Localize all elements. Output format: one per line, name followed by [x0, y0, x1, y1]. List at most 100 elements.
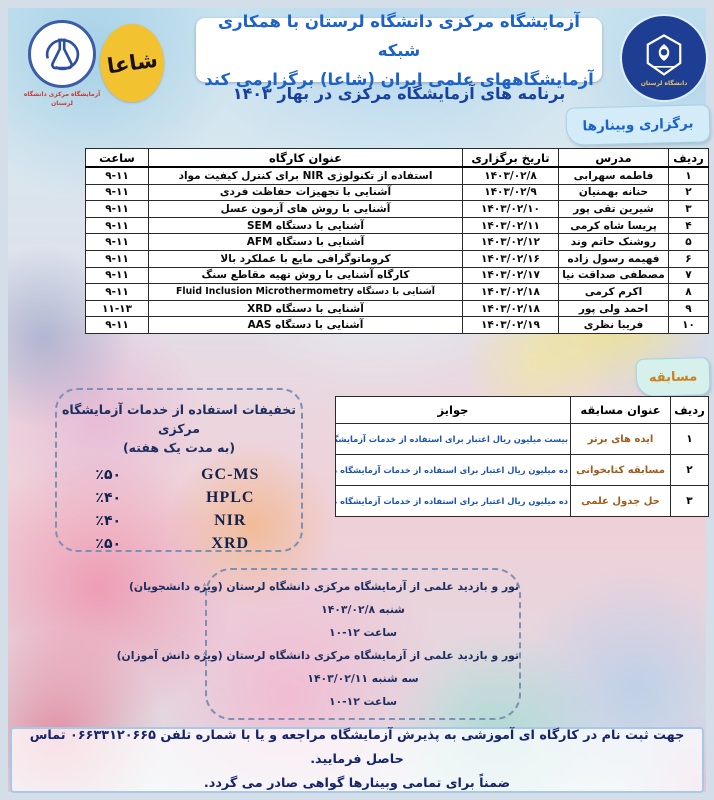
university-logo: دانشگاه لرستان — [622, 16, 706, 100]
webinar-instructor: فاطمه سهرابی — [558, 166, 669, 185]
webinar-row: ۲ حنانه بهمنیان ۱۴۰۳/۰۲/۹ آشنایی با تجهیزات… — [85, 183, 709, 202]
discounts-title-line-1: تخفیفات استفاده از خدمات آزمایشگاه مرکزی — [62, 402, 296, 436]
webinar-title: آشنایی با دستگاه AFM — [148, 233, 463, 251]
webinar-title: آشنایی با دستگاه SEM — [148, 216, 463, 235]
webinar-instructor: حنانه بهمنیان — [558, 183, 669, 202]
webinar-time: ۹-۱۱ — [85, 166, 149, 185]
col-instructor: مدرس — [558, 148, 669, 168]
webinars-table: ردیف مدرس تاریخ برگزاری عنوان کارگاه ساع… — [85, 148, 709, 334]
col-prize: جوایز — [335, 396, 571, 424]
competition-section-tab: مسابقه — [635, 357, 711, 397]
competition-row: ۲ مسابقه کتابخوانی ده میلیون ریال اعتبار ب… — [335, 454, 709, 486]
webinar-title: استفاده از تکنولوژی NIR برای کنترل کیفیت… — [148, 166, 463, 185]
tour-line: ساعت ۱۲-۱۰ — [328, 695, 398, 708]
webinar-row: ۴ پریسا شاه کرمی ۱۴۰۳/۰۲/۱۱ آشنایی با دستگا… — [85, 216, 709, 235]
competition-title: مسابقه کتابخوانی — [570, 454, 671, 486]
discounts-title-line-2: (به مدت یک هفته) — [122, 440, 236, 455]
tour-line: شنبه ۱۴۰۳/۰۲/۸ — [321, 603, 405, 616]
discount-service: NIR — [214, 511, 247, 529]
announcement-line-1: آزمایشگاه مرکزی دانشگاه لرستان با همکاری… — [218, 11, 580, 60]
competition-header-row: ردیف عنوان مسابقه جوایز — [335, 396, 709, 424]
col-no: ردیف — [668, 148, 709, 168]
webinar-title: آشنایی با تجهیزات حفاظت فردی — [148, 183, 463, 202]
webinar-time: ۹-۱۱ — [85, 216, 149, 235]
discount-service: HPLC — [206, 488, 255, 506]
webinar-no: ۵ — [668, 233, 709, 251]
webinar-no: ۴ — [668, 216, 709, 235]
webinar-title: کروماتوگرافی مایع با عملکرد بالا — [148, 249, 463, 268]
webinars-header-row: ردیف مدرس تاریخ برگزاری عنوان کارگاه ساع… — [85, 148, 709, 168]
competition-no: ۱ — [670, 423, 709, 455]
competition-row: ۱ ایده های برتر بیست میلیون ریال اعتبار بر… — [335, 423, 709, 455]
discount-item: HPLC ٪۴۰ — [57, 486, 301, 509]
webinar-time: ۹-۱۱ — [85, 183, 149, 202]
webinar-title: آشنایی با روش های آزمون عسل — [148, 200, 463, 218]
webinar-title: آشنایی با دستگاه XRD — [148, 299, 463, 318]
webinar-row: ۶ فهیمه رسول زاده ۱۴۰۳/۰۲/۱۶ کروماتوگرافی م… — [85, 249, 709, 268]
competition-no: ۲ — [670, 454, 709, 486]
webinar-row: ۵ روشنک حاتم وند ۱۴۰۳/۰۲/۱۲ آشنایی با دستگا… — [85, 233, 709, 251]
webinar-time: ۹-۱۱ — [85, 200, 149, 218]
col-date: تاریخ برگزاری — [462, 148, 559, 168]
webinar-no: ۳ — [668, 200, 709, 218]
discount-item: XRD ٪۵۰ — [57, 532, 301, 555]
webinar-instructor: پریسا شاه کرمی — [558, 216, 669, 235]
webinar-no: ۱ — [668, 166, 709, 185]
competition-prize: ده میلیون ریال اعتبار برای استفاده از خد… — [335, 454, 571, 486]
webinar-date: ۱۴۰۳/۰۲/۸ — [462, 166, 559, 185]
footer-line-2: ضمناً برای تمامی وبینارها گواهی صادر می … — [203, 776, 511, 791]
announcement-box: آزمایشگاه مرکزی دانشگاه لرستان با همکاری… — [196, 12, 602, 89]
webinar-instructor: فریبا نظری — [558, 316, 669, 334]
webinar-title: کارگاه آشنایی با روش تهیه مقاطع سنگ — [148, 266, 463, 285]
tour-line: ساعت ۱۲-۱۰ — [328, 626, 398, 639]
discount-percent: ٪۴۰ — [95, 512, 122, 529]
webinar-time: ۹-۱۱ — [85, 283, 149, 301]
discount-item: GC-MS ٪۵۰ — [57, 463, 301, 486]
tour-line: تور و بازدید علمی از آزمایشگاه مرکزی دان… — [129, 580, 519, 593]
webinar-instructor: شیرین تقی پور — [558, 200, 669, 218]
webinar-instructor: احمد ولی پور — [558, 299, 669, 318]
webinar-no: ۶ — [668, 249, 709, 268]
webinar-instructor: اکرم کرمی — [558, 283, 669, 301]
webinar-date: ۱۴۰۳/۰۲/۱۸ — [462, 299, 559, 318]
discount-percent: ٪۵۰ — [95, 466, 122, 483]
webinar-date: ۱۴۰۳/۰۲/۱۷ — [462, 266, 559, 285]
webinar-row: ۳ شیرین تقی پور ۱۴۰۳/۰۲/۱۰ آشنایی با روش ها… — [85, 200, 709, 218]
webinars-section-tab: برگزاری وبینارها — [565, 104, 711, 146]
discount-percent: ٪۵۰ — [95, 535, 122, 552]
webinar-instructor: مصطفی صداقت نیا — [558, 266, 669, 285]
webinar-date: ۱۴۰۳/۰۲/۱۶ — [462, 249, 559, 268]
webinar-no: ۹ — [668, 299, 709, 318]
col-time: ساعت — [85, 148, 149, 168]
webinar-date: ۱۴۰۳/۰۲/۱۲ — [462, 233, 559, 251]
footer-line-1: جهت ثبت نام در کارگاه ای آموزشی به پذیرش… — [29, 728, 685, 767]
competition-prize: ده میلیون ریال اعتبار برای استفاده از خد… — [335, 485, 571, 517]
webinar-time: ۱۱-۱۳ — [85, 299, 149, 318]
webinar-no: ۱۰ — [668, 316, 709, 334]
tour-line: سه شنبه ۱۴۰۳/۰۲/۱۱ — [307, 672, 419, 685]
webinar-no: ۷ — [668, 266, 709, 285]
webinar-row: ۱۰ فریبا نظری ۱۴۰۳/۰۲/۱۹ آشنایی با دستگاه A… — [85, 316, 709, 334]
program-title: برنامه های آزمایشگاه مرکزی در بهار ۱۴۰۳ — [232, 84, 566, 103]
lab-logo-circle — [28, 20, 96, 88]
competition-no: ۳ — [670, 485, 709, 517]
tour-line: تور و بازدید علمی از آزمایشگاه مرکزی دان… — [116, 649, 519, 662]
tours-box: تور و بازدید علمی از آزمایشگاه مرکزی دان… — [116, 568, 521, 720]
webinar-row: ۸ اکرم کرمی ۱۴۰۳/۰۲/۱۸ آشنایی با دستگاه Flu… — [85, 283, 709, 301]
flask-icon — [45, 38, 80, 71]
webinar-title: آشنایی با دستگاه Fluid Inclusion Microth… — [148, 283, 463, 301]
webinar-date: ۱۴۰۳/۰۲/۱۰ — [462, 200, 559, 218]
announcement-line-2: آزمایشگاههای علمی ایران (شاعا) برگزارمی … — [204, 69, 594, 89]
webinar-instructor: روشنک حاتم وند — [558, 233, 669, 251]
university-emblem-icon — [646, 33, 682, 76]
discount-percent: ٪۴۰ — [95, 489, 122, 506]
discounts-list: GC-MS ٪۵۰ HPLC ٪۴۰ NIR ٪۴۰ XRD ٪۵۰ — [57, 463, 301, 555]
webinar-row: ۹ احمد ولی پور ۱۴۰۳/۰۲/۱۸ آشنایی با دستگاه … — [85, 299, 709, 318]
central-lab-logo: آزمایشگاه مرکزی دانشگاه لرستان — [16, 20, 108, 120]
col-no: ردیف — [670, 396, 709, 424]
discount-service: GC-MS — [201, 465, 260, 483]
shaa-network-logo: شاعا — [100, 24, 164, 102]
webinar-row: ۱ فاطمه سهرابی ۱۴۰۳/۰۲/۸ استفاده از تکنولوژ… — [85, 166, 709, 185]
shaa-calligraphy: شاعا — [105, 47, 159, 79]
